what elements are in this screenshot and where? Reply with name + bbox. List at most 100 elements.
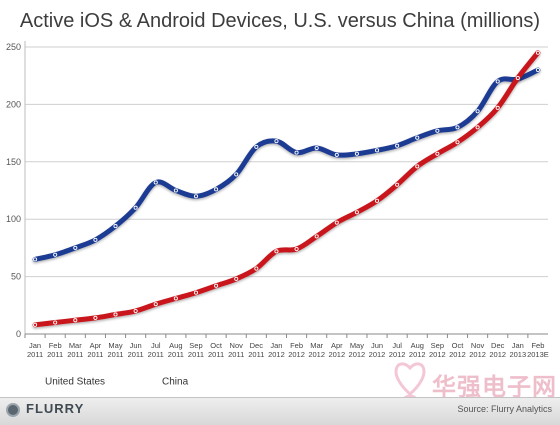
series-lines xyxy=(32,50,541,328)
data-point-china xyxy=(214,283,219,288)
x-tick-label-year: 2011 xyxy=(27,350,43,359)
y-tick-label: 100 xyxy=(6,214,21,224)
x-tick-label-year: 2012 xyxy=(409,350,426,359)
x-tick-label-year: 2012 xyxy=(489,350,506,359)
x-tick-label: Nov xyxy=(230,341,244,350)
data-point-united-states xyxy=(173,188,178,193)
y-tick-label: 0 xyxy=(16,329,21,339)
chart-title: Active iOS & Android Devices, U.S. versu… xyxy=(19,10,541,32)
data-point-china xyxy=(254,266,259,271)
data-point-united-states xyxy=(33,257,38,262)
x-tick-label: Feb xyxy=(49,341,62,350)
data-point-united-states xyxy=(294,150,299,155)
legend-label-united-states: United States xyxy=(45,377,105,388)
data-point-china xyxy=(93,315,98,320)
data-point-united-states xyxy=(53,252,58,257)
x-tick-label-year: 2012 xyxy=(389,350,406,359)
x-tick-label: Apr xyxy=(90,341,102,350)
x-tick-label-year: 2011 xyxy=(128,350,144,359)
x-tick-label-year: 2012 xyxy=(288,350,305,359)
data-point-china xyxy=(53,320,58,325)
source-label: Source: Flurry Analytics xyxy=(457,404,552,414)
x-tick-label-year: 2012 xyxy=(268,350,285,359)
x-tick-label-year: 2013 xyxy=(509,350,526,359)
data-point-united-states xyxy=(435,128,440,133)
x-tick-label-year: 2011 xyxy=(87,350,103,359)
y-tick-label: 150 xyxy=(6,157,21,167)
data-point-china xyxy=(33,322,38,327)
data-point-united-states xyxy=(334,152,339,157)
data-point-china xyxy=(133,308,138,314)
gridlines xyxy=(25,46,548,278)
data-point-china xyxy=(495,105,500,110)
legend-marker-china xyxy=(135,378,141,384)
x-tick-label-year: 2012 xyxy=(369,350,386,359)
x-tick-label-year: 2011 xyxy=(47,350,63,359)
series-line-china xyxy=(32,50,541,328)
y-tick-label: 50 xyxy=(11,272,21,282)
data-point-united-states xyxy=(153,180,158,185)
data-point-china xyxy=(334,220,339,225)
x-tick-label: May xyxy=(350,341,364,350)
x-tick-label-year: 2013E xyxy=(527,350,549,359)
y-tick-label: 250 xyxy=(6,42,21,52)
x-tick-label-year: 2011 xyxy=(168,350,184,359)
data-point-united-states xyxy=(314,145,319,151)
data-point-china xyxy=(535,50,540,55)
data-point-china xyxy=(274,249,279,254)
x-tick-label: Jul xyxy=(151,341,161,350)
x-tick-label-year: 2011 xyxy=(188,350,204,359)
x-tick-label: Feb xyxy=(531,341,544,350)
x-tick-label-year: 2012 xyxy=(449,350,466,359)
legend: United States China xyxy=(2,377,189,388)
x-tick-label-year: 2012 xyxy=(308,350,325,359)
x-tick-label: Jun xyxy=(371,341,383,350)
data-point-china xyxy=(314,234,319,239)
data-point-china xyxy=(415,164,420,169)
x-tick-label: Oct xyxy=(210,341,223,350)
data-point-united-states xyxy=(395,143,400,148)
data-point-china xyxy=(515,75,520,81)
data-point-china xyxy=(475,125,480,130)
x-tick-label-year: 2012 xyxy=(328,350,345,359)
x-tick-label-year: 2011 xyxy=(208,350,224,359)
flurry-logo-icon xyxy=(6,403,20,417)
x-tick-label: Aug xyxy=(169,341,182,350)
flurry-logo-text: FLURRY xyxy=(26,401,85,416)
data-point-china xyxy=(234,276,239,281)
x-tick-label-year: 2011 xyxy=(248,350,264,359)
x-tick-label: Dec xyxy=(491,341,505,350)
x-tick-label: Mar xyxy=(310,341,323,350)
data-point-china xyxy=(193,290,199,295)
data-point-united-states xyxy=(93,237,98,242)
data-point-china xyxy=(173,296,178,301)
data-point-united-states xyxy=(234,172,239,177)
data-point-united-states xyxy=(475,109,480,114)
x-tick-label: Apr xyxy=(331,341,343,350)
y-axis: 0 50 100 150 200 250 xyxy=(6,41,26,339)
data-point-united-states xyxy=(214,187,219,192)
data-point-china xyxy=(435,151,440,156)
x-tick-label: Dec xyxy=(250,341,264,350)
data-point-china xyxy=(294,246,299,252)
x-tick-label-year: 2011 xyxy=(228,350,244,359)
data-point-united-states xyxy=(535,67,540,73)
x-tick-label: Jan xyxy=(270,341,282,350)
legend-marker-united-states xyxy=(18,378,24,384)
data-point-united-states xyxy=(415,135,420,140)
x-tick-label-year: 2012 xyxy=(429,350,446,359)
data-point-united-states xyxy=(193,194,199,199)
data-point-united-states xyxy=(374,148,380,153)
x-tick-label: Mar xyxy=(69,341,82,350)
data-point-china xyxy=(73,318,78,323)
x-tick-label: Sep xyxy=(431,341,444,350)
x-tick-label: Oct xyxy=(452,341,465,350)
data-point-united-states xyxy=(73,245,78,250)
data-point-united-states xyxy=(455,125,460,130)
x-tick-label: Jan xyxy=(29,341,41,350)
footer-bar xyxy=(0,397,560,425)
series-line-united-states xyxy=(32,67,541,262)
x-tick-label-year: 2011 xyxy=(67,350,83,359)
x-tick-label: Aug xyxy=(411,341,424,350)
